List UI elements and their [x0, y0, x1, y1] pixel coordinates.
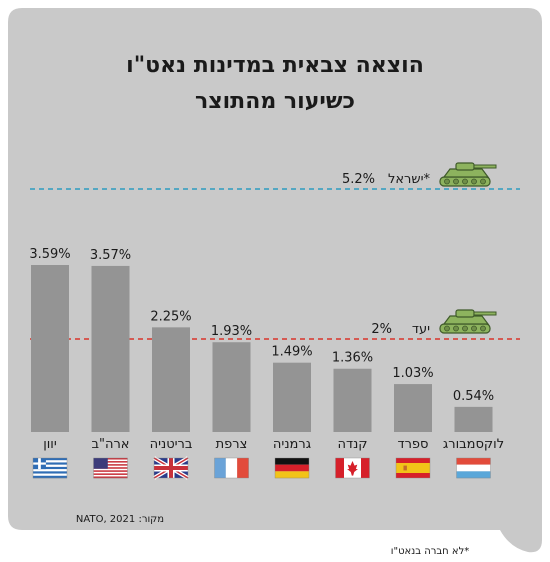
chart-title-line1: הוצאה צבאית במדינות נאט"ו [126, 53, 424, 78]
bar-value-label-7: 0.54% [453, 389, 494, 404]
bars: 3.59% יוון 3.57% ארה"ב 2.25% בריטניה 1.93% צרפת… [29, 247, 504, 480]
bar-value-label-5: 1.36% [332, 351, 373, 366]
category-label-3: צרפת [216, 437, 248, 452]
bar-value-label-3: 1.93% [211, 324, 252, 339]
usa-flag-icon [93, 457, 128, 479]
footnote: *לא חברה בנאט"ו [391, 546, 470, 557]
bar-value-label-1: 3.57% [90, 248, 131, 263]
reference-label-0: ישראל* [388, 172, 431, 187]
category-label-2: בריטניה [150, 437, 193, 452]
bar-2 [152, 327, 190, 432]
germany-flag-icon [274, 457, 310, 479]
reference-value-1: 2% [371, 322, 392, 337]
chart-title-line2: כשיעור מהתוצר [195, 89, 355, 114]
category-label-6: ספרד [398, 437, 429, 452]
reference-label-1: יעד [412, 322, 430, 337]
bar-value-label-4: 1.49% [271, 345, 312, 360]
category-label-1: ארה"ב [91, 437, 129, 452]
bar-value-label-0: 3.59% [29, 247, 70, 262]
reference-lines: ישראל* 5.2% יעד 2% [30, 162, 520, 340]
spain-flag-icon [395, 457, 431, 479]
bar-4 [273, 362, 311, 432]
bar-6 [394, 384, 432, 432]
bar-5 [333, 368, 372, 432]
category-label-7: לוקסמבורג [443, 437, 504, 452]
canada-flag-icon [335, 457, 370, 479]
uk-flag-icon [152, 456, 190, 480]
tank-icon-0 [439, 162, 497, 187]
category-label-0: יוון [43, 437, 57, 452]
greece-flag-icon [32, 457, 68, 479]
source-note: מקור: NATO, 2021 [76, 514, 164, 525]
bar-value-label-2: 2.25% [150, 309, 191, 324]
reference-value-0: 5.2% [342, 172, 375, 187]
tank-icon-1 [439, 309, 497, 334]
luxembourg-flag-icon [456, 457, 491, 479]
bar-7 [454, 406, 493, 432]
category-label-4: גרמניה [273, 437, 311, 452]
category-label-5: קנדה [337, 437, 367, 452]
bar-0 [31, 265, 69, 432]
bar-value-label-6: 1.03% [392, 366, 433, 381]
bar-3 [212, 342, 251, 432]
bar-1 [91, 265, 130, 432]
france-flag-icon [214, 457, 249, 479]
